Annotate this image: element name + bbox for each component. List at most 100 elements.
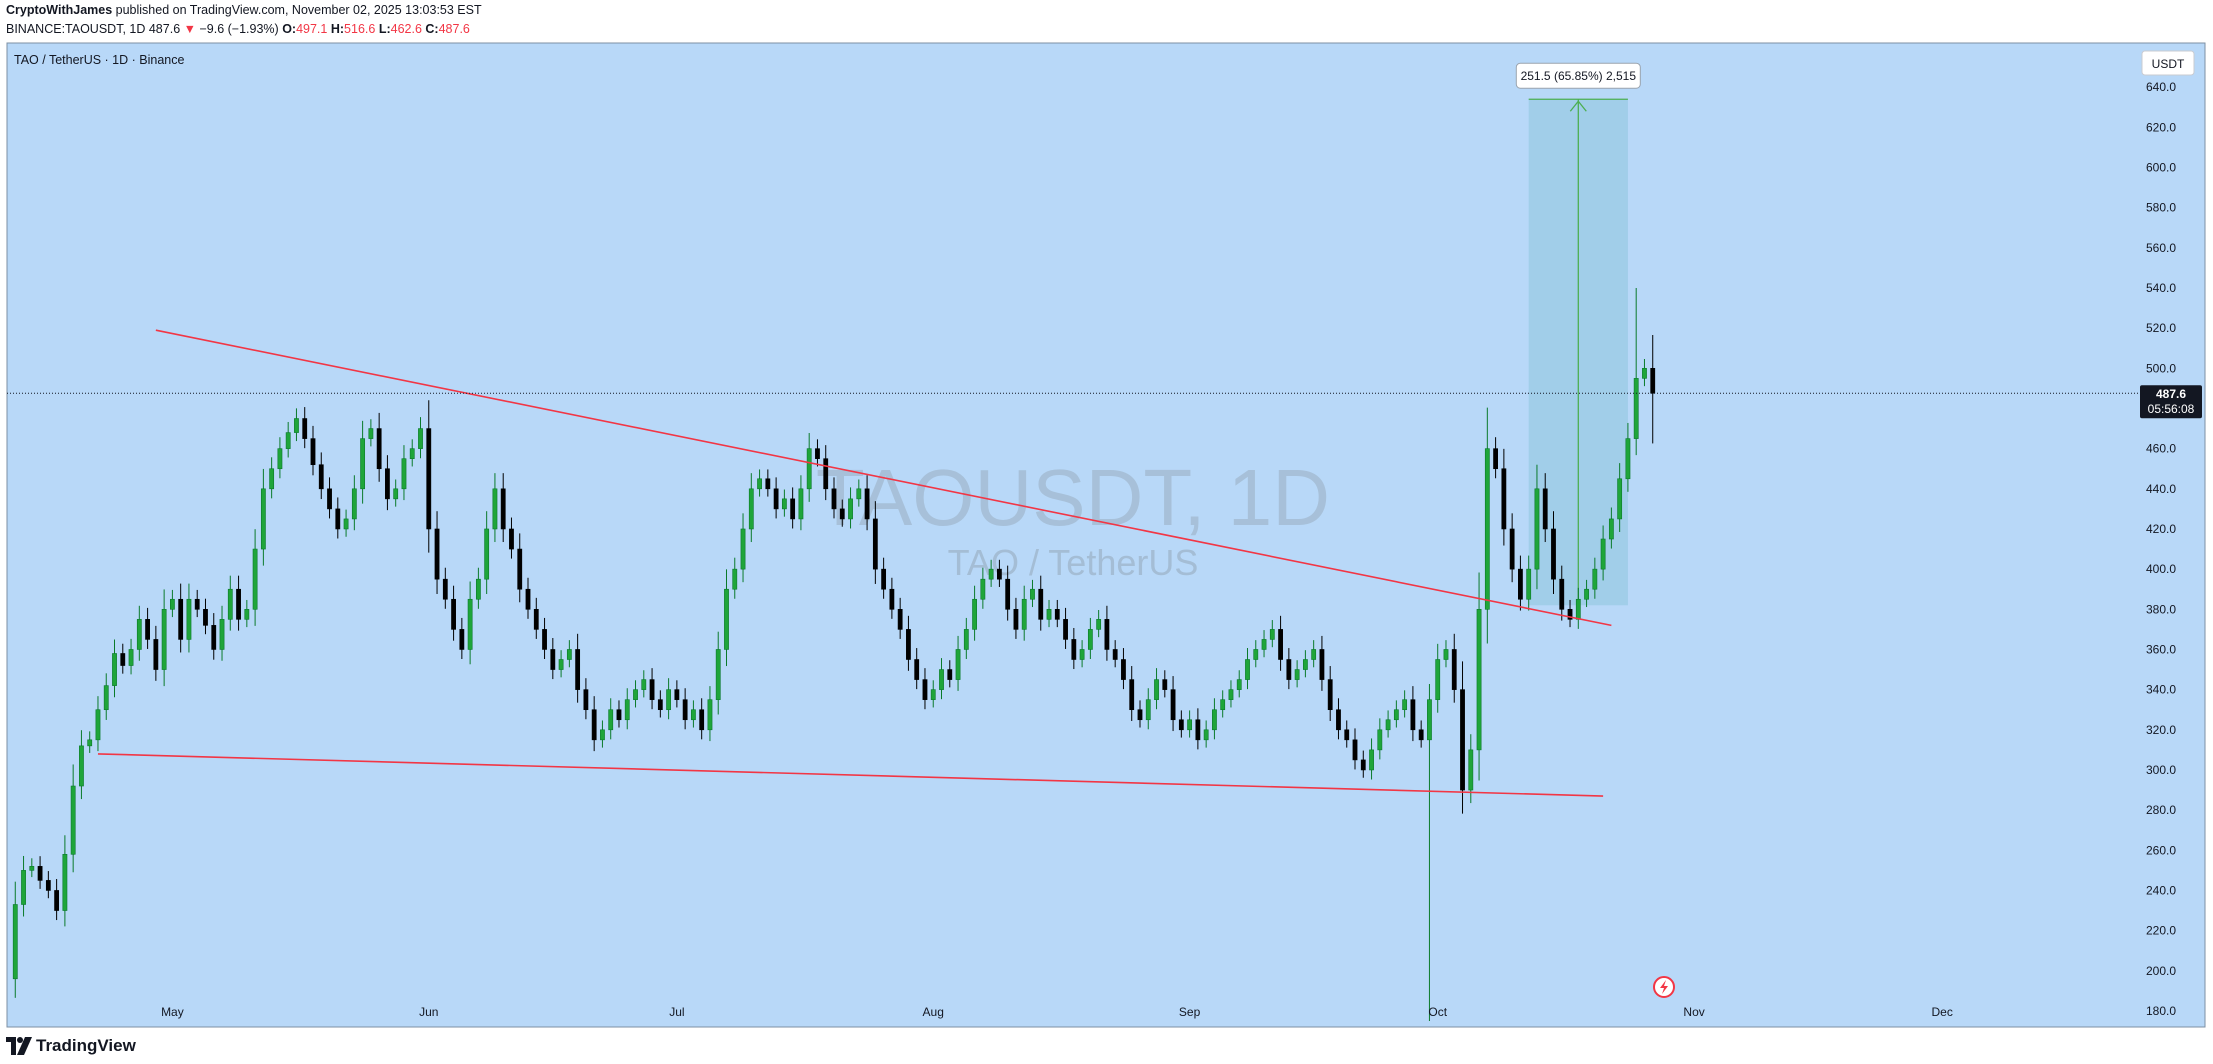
candle-body [1228,689,1234,700]
candle [1278,615,1283,671]
candle-body [608,709,614,731]
candle [1245,648,1250,690]
candle [1559,565,1565,621]
chart-pane[interactable] [6,42,2206,1028]
author-name[interactable]: CryptoWithJames [6,3,113,17]
y-tick-label: 640.0 [2146,80,2176,94]
lightning-icon[interactable] [1653,976,1675,998]
candle-body [558,659,564,670]
candle [765,469,771,497]
candle-body [1344,729,1350,741]
candle [1493,437,1498,479]
candle [996,559,1002,587]
candle-body [302,418,308,439]
candle-body [37,866,43,881]
candle-body [790,498,796,520]
candle-body [963,629,969,650]
y-tick-label: 540.0 [2146,281,2176,295]
candle [699,698,705,740]
candle-body [376,428,382,470]
candle [285,421,291,458]
candle [45,871,51,899]
candle [1269,620,1275,648]
candle-body [517,548,523,590]
candle-body [1294,669,1300,680]
candle-body [1501,468,1507,530]
x-tick-label: Sep [1179,1005,1201,1019]
candle-body [947,669,953,680]
candle-body [815,448,820,459]
price-axis[interactable]: 180.0 200.0 220.0 240.0 260.0 280.0 300.0 320.0… [2146,80,2176,1018]
y-tick-label: 320.0 [2146,723,2176,737]
candle-body [327,488,332,510]
candle-body [806,448,812,490]
candle-body [260,488,266,550]
candle [1137,700,1143,728]
candle [881,557,887,599]
candle-body [1460,689,1465,791]
high-value: 516.6 [344,22,376,36]
candle [790,487,796,529]
y-tick-label: 560.0 [2146,241,2176,255]
candle-body [624,699,630,721]
candle-body [219,619,225,650]
y-tick-label: 380.0 [2146,602,2176,616]
candle [1294,660,1300,688]
candle-body [914,659,920,680]
candle [219,605,225,661]
candle-body [955,649,961,680]
candle [509,517,514,559]
candle [451,585,456,641]
candle-body [1468,749,1474,791]
pane-title: TAO / TetherUS · 1D · Binance [14,53,184,67]
candle [525,577,531,619]
candle-body [674,689,680,700]
candle [972,585,977,641]
candle-body [988,568,994,580]
candle [368,419,374,447]
candle-body [1642,368,1647,379]
candle [831,477,837,519]
candle [732,557,738,599]
x-tick-label: Nov [1683,1005,1704,1019]
candle [1228,680,1234,708]
candle [1410,686,1416,742]
close-label: C: [425,22,439,36]
trendlines[interactable] [97,329,1612,797]
candle [757,469,762,497]
candle-body [434,528,440,580]
candle-body [1154,679,1159,700]
candle [1377,718,1383,760]
candle-body [1451,649,1457,690]
candle-body [252,548,258,610]
close-value: 487.6 [438,22,470,36]
candle [864,475,870,531]
candle [633,680,638,708]
candle [1336,698,1341,740]
candle [1311,640,1317,668]
candle-body [343,518,349,530]
currency-button[interactable]: USDT [2141,50,2195,76]
candle-body [1385,719,1391,731]
candle-body [128,649,134,666]
candle-body [351,488,357,520]
x-tick-label: Dec [1932,1005,1953,1019]
candle [211,613,217,660]
tradingview-footer[interactable]: TradingView [6,1036,136,1056]
candle-body [1584,588,1589,600]
candle-body [1633,378,1639,439]
candle [1286,648,1292,690]
candle [1642,358,1647,387]
candle [360,420,366,504]
candle [1484,407,1490,644]
candle [1567,599,1573,628]
y-tick-label: 200.0 [2146,964,2176,978]
candle-body [616,709,622,721]
time-axis[interactable]: May Jun Jul Aug Sep Oct Nov Dec [161,1005,1953,1019]
candle [1451,633,1457,703]
candle [1402,690,1408,718]
candle-body [294,418,299,433]
candle-body [724,588,729,650]
candle [1104,605,1110,661]
